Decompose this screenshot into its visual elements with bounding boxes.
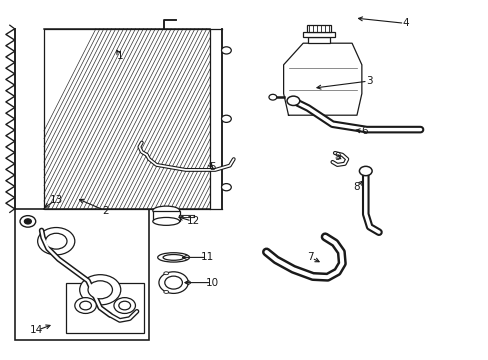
Text: 2: 2 — [102, 206, 108, 216]
Circle shape — [286, 96, 299, 105]
Text: 14: 14 — [30, 325, 43, 336]
Bar — [66, 283, 144, 333]
Circle shape — [80, 275, 121, 305]
Circle shape — [221, 47, 231, 54]
Ellipse shape — [185, 281, 190, 284]
Text: 7: 7 — [306, 252, 313, 262]
Polygon shape — [283, 43, 361, 115]
Circle shape — [20, 216, 36, 227]
Circle shape — [38, 228, 75, 255]
Text: 9: 9 — [333, 152, 340, 162]
Ellipse shape — [157, 253, 189, 262]
Ellipse shape — [153, 217, 180, 225]
Circle shape — [164, 276, 182, 289]
Circle shape — [24, 219, 31, 224]
Bar — [44, 29, 210, 209]
Circle shape — [75, 298, 96, 314]
Circle shape — [80, 301, 91, 310]
Text: 3: 3 — [365, 76, 372, 86]
Text: 5: 5 — [209, 162, 216, 172]
Circle shape — [159, 272, 188, 293]
Bar — [306, 25, 330, 32]
Circle shape — [221, 184, 231, 191]
Bar — [15, 209, 149, 340]
Ellipse shape — [163, 291, 168, 293]
Text: 10: 10 — [206, 278, 219, 288]
Ellipse shape — [163, 255, 183, 260]
Text: 8: 8 — [353, 182, 360, 192]
Bar — [307, 37, 329, 43]
Text: 1: 1 — [116, 51, 123, 61]
Text: 11: 11 — [201, 252, 214, 262]
Text: 12: 12 — [186, 216, 200, 226]
Circle shape — [221, 115, 231, 122]
Ellipse shape — [153, 206, 180, 215]
Circle shape — [114, 298, 135, 314]
Circle shape — [359, 166, 371, 176]
Circle shape — [268, 94, 276, 100]
Circle shape — [88, 281, 112, 299]
Circle shape — [119, 301, 130, 310]
Circle shape — [45, 233, 67, 249]
Ellipse shape — [163, 272, 168, 275]
Bar — [152, 211, 179, 221]
Text: 13: 13 — [49, 195, 63, 205]
Bar — [302, 32, 334, 37]
Text: 6: 6 — [360, 126, 367, 136]
Text: 4: 4 — [402, 18, 408, 28]
